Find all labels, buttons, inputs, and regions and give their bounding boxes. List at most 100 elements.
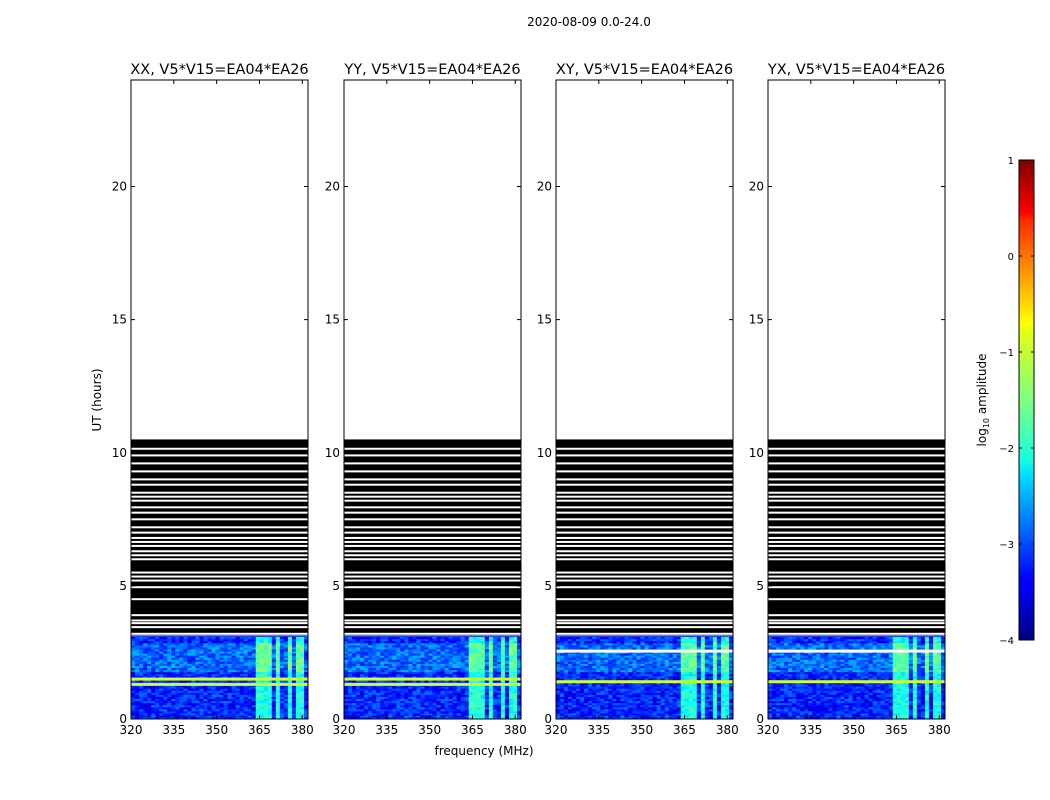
heatmap-cell [275,650,281,654]
heatmap-cell [348,696,353,699]
heatmap-cell [247,716,253,719]
heatmap-cell [191,640,196,644]
heatmap-cell [720,683,726,687]
heatmap-cell [171,657,176,660]
heatmap-cell [243,665,249,669]
heatmap-cell [372,692,377,695]
heatmap-cell [432,690,438,693]
heatmap-cell [227,657,233,660]
heatmap-cell [468,702,474,706]
heatmap-cell [151,688,156,691]
heatmap-cell [348,690,353,693]
heatmap-cell [448,673,454,677]
heatmap-cell [352,650,357,654]
heatmap-cell [227,648,233,652]
heatmap-cell [624,673,630,677]
heatmap-cell [171,675,176,679]
y-tick-label: 10 [325,446,340,460]
heatmap-cell [492,665,498,669]
heatmap-cell [676,663,682,666]
heatmap-cell [448,667,454,671]
heatmap-cell [171,694,176,697]
heatmap-cell [231,648,237,652]
heatmap-cell [207,667,213,671]
heatmap-cell [604,671,609,675]
heatmap-cell [163,661,168,664]
heatmap-cell [556,663,561,666]
heatmap-cell [688,698,694,702]
heatmap-cell [159,661,164,664]
heatmap-cell [223,696,229,699]
heatmap-cell [283,712,289,716]
heatmap-cell [624,685,630,689]
heatmap-cell [496,700,502,704]
heatmap-cell [283,642,289,646]
heatmap-cell [684,696,690,699]
heatmap-cell [424,673,430,677]
heatmap-cell [492,659,498,662]
heatmap-cell [604,669,609,673]
heatmap-cell [360,690,365,693]
gap-line [344,579,521,582]
heatmap-cell [283,690,289,693]
heatmap-cell [396,648,401,652]
gap-line [344,495,521,498]
heatmap-cell [275,708,281,712]
heatmap-cell [143,696,148,699]
heatmap-cell [728,659,733,662]
heatmap-cell [468,694,474,697]
heatmap-cell [444,644,450,648]
heatmap-cell [664,683,670,687]
heatmap-cell [412,652,418,656]
heatmap-cell [660,696,666,699]
heatmap-cell [195,716,200,719]
heatmap-cell [428,698,434,702]
heatmap-cell [564,704,569,708]
heatmap-cell [227,659,233,662]
heatmap-cell [251,638,257,642]
heatmap-cell [163,659,168,662]
heatmap-cell [199,708,205,712]
heatmap-cell [356,698,361,702]
heatmap-cell [576,671,581,675]
heatmap-cell [376,663,381,666]
heatmap-cell [183,657,188,660]
heatmap-cell [291,694,297,697]
heatmap-cell [388,702,393,706]
gap-line [344,626,521,629]
heatmap-cell [680,673,686,677]
heatmap-cell [356,663,361,666]
heatmap-cell [207,650,213,654]
heatmap-cell [692,692,698,695]
heatmap-cell [664,710,670,714]
heatmap-cell [684,665,690,669]
heatmap-cell [380,652,385,656]
gap-line [344,470,521,473]
heatmap-cell [436,692,442,695]
gap-line [344,614,521,617]
heatmap-cell [716,688,722,691]
heatmap-cell [620,688,625,691]
heatmap-cell [620,685,625,689]
gap-line [556,579,733,582]
heatmap-cell [472,714,478,718]
heatmap-cell [488,710,494,714]
heatmap-cell [235,679,241,683]
heatmap-cell [412,688,418,691]
heatmap-cell [360,708,365,712]
heatmap-cell [516,688,521,691]
heatmap-cell [239,671,245,675]
heatmap-cell [259,710,265,714]
heatmap-cell [243,708,249,712]
panel-image [131,439,308,719]
heatmap-cell [488,655,494,658]
heatmap-cell [159,708,164,712]
heatmap-cell [356,657,361,660]
heatmap-cell [376,685,381,689]
heatmap-cell [215,694,221,697]
heatmap-cell [728,669,733,673]
heatmap-cell [616,673,621,677]
heatmap-cell [668,659,674,662]
heatmap-cell [716,716,722,719]
heatmap-cell [251,648,257,652]
